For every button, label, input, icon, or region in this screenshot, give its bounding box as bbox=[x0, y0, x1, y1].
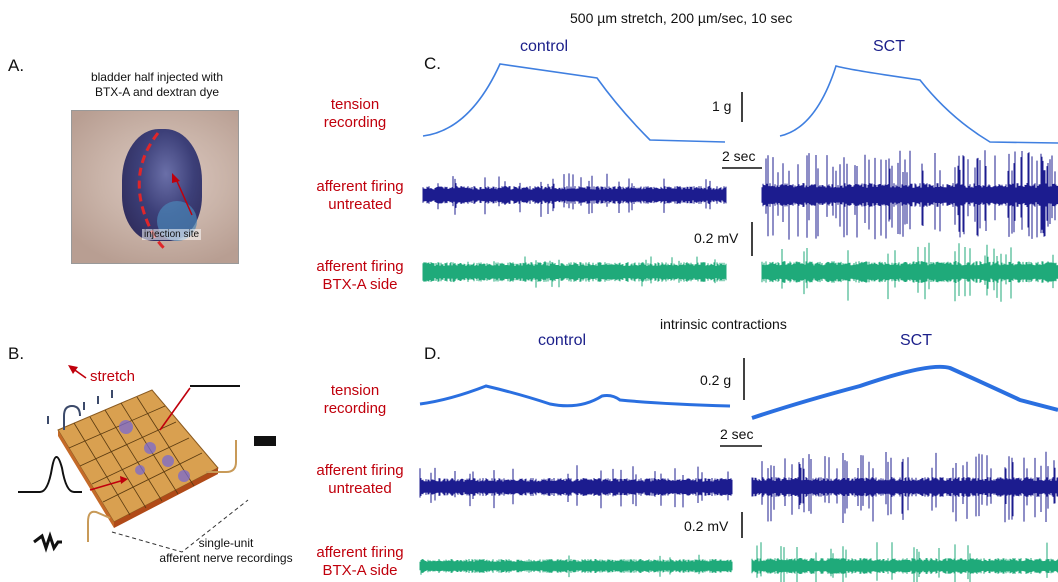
panel-c-row-untreated-line2: untreated bbox=[328, 196, 392, 213]
panel-c-row-untreated-line1: afferent firing bbox=[316, 178, 404, 195]
panel-d-row-tension-line1: tension bbox=[330, 382, 380, 399]
panel-c-row-tension-line1: tension bbox=[330, 96, 380, 113]
panel-b-caption: single-unit afferent nerve recordings bbox=[136, 536, 316, 566]
bladder-photo: injection site bbox=[71, 110, 239, 264]
panel-d-sct-label: SCT bbox=[900, 332, 932, 349]
tissue-side bbox=[58, 430, 114, 528]
panel-c-row-tension-line2: recording bbox=[323, 114, 387, 131]
action-potential-trace bbox=[18, 456, 82, 493]
panel-c-row-tension: tension recording bbox=[300, 96, 410, 132]
panel-c-sct-label: SCT bbox=[873, 38, 905, 55]
stretch-protocol-title: 500 µm stretch, 200 µm/sec, 10 sec bbox=[570, 10, 793, 26]
panel-c-sct-btx-trace bbox=[761, 242, 1058, 302]
recording-bracket bbox=[111, 499, 249, 553]
recording-arrow bbox=[159, 387, 191, 431]
panel-c-row-btx: afferent firing BTX-A side bbox=[300, 258, 420, 294]
panel-d-control-untreated-trace bbox=[419, 465, 733, 509]
panel-c-control-btx-trace bbox=[422, 256, 727, 288]
c-untreated-sct-path bbox=[761, 150, 1058, 240]
panel-d-row-untreated: afferent firing untreated bbox=[300, 462, 420, 498]
panel-c-sct-tension-trace bbox=[779, 65, 1058, 144]
panel-d-voltage-scale-label: 0.2 mV bbox=[684, 518, 729, 534]
preparation-schematic bbox=[18, 365, 276, 553]
stretch-arrowhead bbox=[68, 365, 78, 374]
injection-outline-overlay bbox=[137, 132, 193, 253]
panel-d-control-btx-trace bbox=[419, 554, 733, 578]
injection-arrowhead bbox=[172, 173, 180, 183]
panel-c-time-scale-label: 2 sec bbox=[722, 148, 756, 164]
panel-d-row-untreated-line2: untreated bbox=[328, 480, 392, 497]
panel-d-tension-scale-label: 0.2 g bbox=[700, 372, 732, 388]
panel-d-row-btx-line2: BTX-A side bbox=[322, 562, 398, 579]
right-electrode bbox=[206, 440, 237, 473]
panel-b-letter: B. bbox=[8, 344, 25, 363]
panel-d-time-scale-label: 2 sec bbox=[720, 426, 754, 442]
panel-a-caption: bladder half injected with BTX-A and dex… bbox=[62, 70, 252, 100]
panel-d-row-tension-line2: recording bbox=[323, 400, 387, 417]
panel-c-row-btx-line1: afferent firing bbox=[316, 258, 404, 275]
panel-c-row-btx-line2: BTX-A side bbox=[322, 276, 398, 293]
panel-d-sct-btx-trace bbox=[751, 542, 1058, 582]
panel-d-letter: D. bbox=[424, 344, 441, 363]
injection-site-label: injection site bbox=[142, 229, 202, 240]
intrinsic-contractions-title: intrinsic contractions bbox=[660, 316, 787, 332]
panel-a-letter: A. bbox=[8, 56, 25, 75]
dye-spots bbox=[119, 420, 190, 482]
panel-c-control-untreated-trace bbox=[422, 173, 727, 217]
d-btx-sct-path bbox=[751, 542, 1058, 582]
panel-a-caption-line1: bladder half injected with bbox=[90, 70, 224, 84]
c-btx-sct-path bbox=[761, 242, 1058, 302]
panel-d-row-untreated-line1: afferent firing bbox=[316, 462, 404, 479]
panel-c-row-untreated: afferent firing untreated bbox=[300, 178, 420, 214]
c-untreated-control-path bbox=[422, 173, 727, 217]
panel-d-row-btx-line1: afferent firing bbox=[316, 544, 404, 561]
panel-d-sct-untreated-trace bbox=[751, 451, 1058, 523]
c-btx-control-path bbox=[422, 256, 727, 288]
right-recording-trace bbox=[254, 436, 276, 446]
panel-d-control-tension-trace bbox=[419, 384, 731, 408]
injection-arrow bbox=[175, 178, 193, 216]
panel-c-tension-scale-label: 1 g bbox=[712, 98, 732, 114]
panel-c-control-label: control bbox=[520, 38, 569, 55]
tissue-hooks bbox=[47, 390, 113, 430]
panel-d-row-btx: afferent firing BTX-A side bbox=[300, 544, 420, 580]
panel-d-sct-tension-trace bbox=[751, 364, 1058, 420]
d-btx-control-path bbox=[419, 554, 733, 578]
bottom-recording-trace bbox=[33, 531, 62, 553]
stretch-label: stretch bbox=[90, 368, 136, 385]
stimulus-arrow bbox=[89, 479, 125, 491]
d-untreated-control-path bbox=[419, 465, 733, 509]
left-electrode bbox=[87, 510, 111, 542]
panel-c-letter: C. bbox=[424, 54, 441, 73]
panel-c-voltage-scale-label: 0.2 mV bbox=[694, 230, 739, 246]
panel-a-caption-line2: BTX-A and dextran dye bbox=[94, 85, 220, 99]
panel-d-control-label: control bbox=[538, 332, 587, 349]
d-untreated-sct-path bbox=[751, 451, 1058, 523]
panel-c-control-tension-trace bbox=[422, 63, 726, 143]
panel-b-caption-line1: single-unit bbox=[198, 536, 254, 550]
panel-d-row-tension: tension recording bbox=[300, 382, 410, 418]
panel-b-caption-line2: afferent nerve recordings bbox=[159, 551, 293, 565]
panel-c-sct-untreated-trace bbox=[761, 150, 1058, 240]
